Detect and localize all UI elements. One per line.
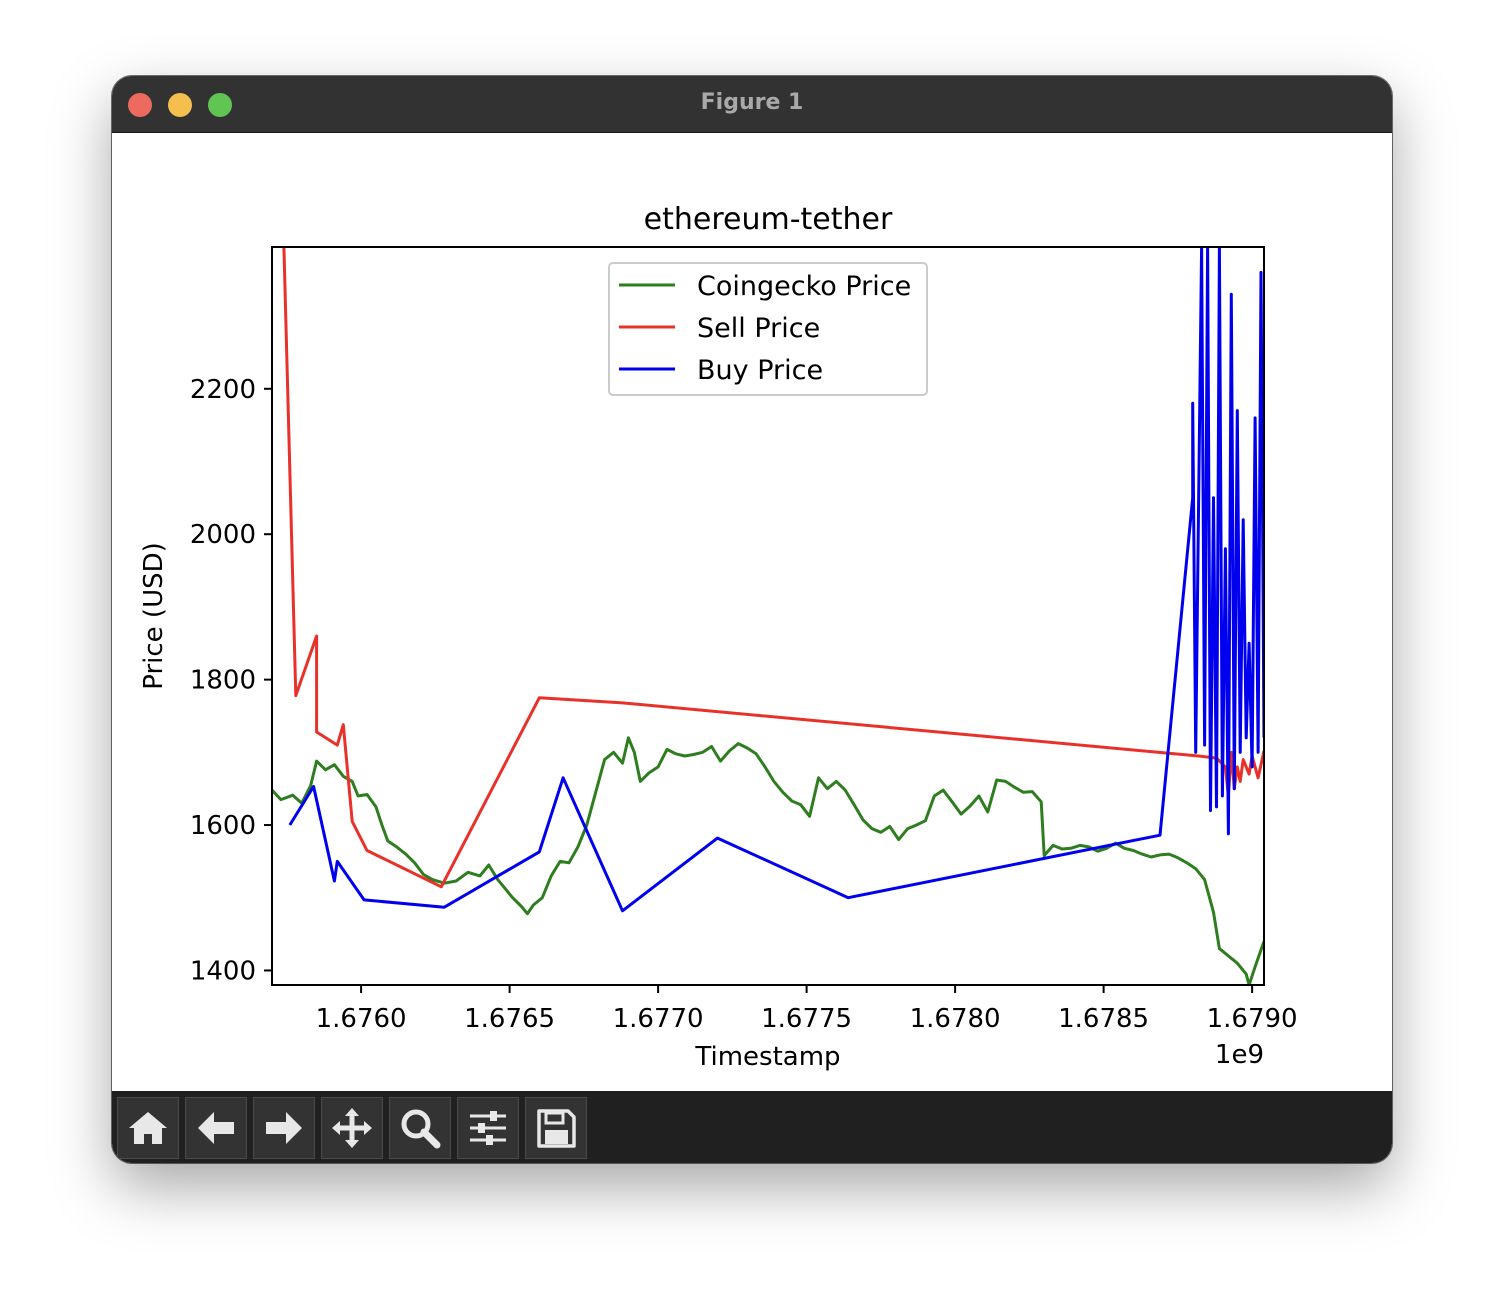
x-tick-label: 1.6785 bbox=[1058, 1004, 1149, 1034]
window-title: Figure 1 bbox=[700, 90, 804, 115]
save-button[interactable] bbox=[525, 1097, 587, 1159]
configure-subplots-button[interactable] bbox=[457, 1097, 519, 1159]
arrow-right-icon bbox=[266, 1112, 302, 1144]
x-axis-label: Timestamp bbox=[694, 1042, 840, 1072]
legend-label: Buy Price bbox=[697, 355, 823, 386]
y-tick-label: 1800 bbox=[190, 666, 256, 696]
back-button[interactable] bbox=[185, 1097, 247, 1159]
y-tick-label: 1400 bbox=[190, 956, 256, 986]
y-tick-label: 2000 bbox=[190, 520, 256, 550]
series-line-1 bbox=[272, 736, 1264, 985]
chart-title: ethereum-tether bbox=[644, 202, 893, 237]
forward-button[interactable] bbox=[253, 1097, 315, 1159]
home-icon bbox=[129, 1112, 167, 1144]
pan-button[interactable] bbox=[321, 1097, 383, 1159]
x-tick-label: 1.6790 bbox=[1207, 1004, 1298, 1034]
legend-label: Coingecko Price bbox=[697, 271, 911, 302]
navigation-toolbar bbox=[112, 1091, 1392, 1163]
arrow-left-icon bbox=[198, 1112, 234, 1144]
y-tick-label: 2200 bbox=[190, 375, 256, 405]
move-icon bbox=[332, 1108, 372, 1148]
figure-canvas[interactable]: ethereum-tether 1.6760 1.6765 1.6770 1.6775… bbox=[112, 133, 1392, 1091]
floppy-disk-icon bbox=[537, 1109, 576, 1148]
close-button[interactable] bbox=[128, 93, 152, 117]
y-axis-label: Price (USD) bbox=[139, 542, 169, 690]
sliders-icon bbox=[470, 1111, 506, 1145]
plot-frame bbox=[271, 246, 1265, 986]
figure-window: Figure 1 ethereum-tether 1.6760 1.6765 1.6… bbox=[112, 76, 1392, 1163]
title-bar[interactable]: Figure 1 bbox=[112, 76, 1392, 133]
legend-box bbox=[608, 262, 928, 396]
x-tick-label: 1.6780 bbox=[910, 1004, 1001, 1034]
line-chart: ethereum-tether 1.6760 1.6765 1.6770 1.6775… bbox=[139, 202, 1298, 1072]
series-line-2 bbox=[282, 247, 1264, 889]
magnifier-icon bbox=[401, 1109, 441, 1149]
legend: Coingecko Price Sell Price Buy Price bbox=[608, 262, 928, 396]
x-tick-label: 1.6775 bbox=[761, 1004, 852, 1034]
legend-label: Sell Price bbox=[697, 313, 820, 344]
y-tick-label: 1600 bbox=[190, 811, 256, 841]
x-tick-label: 1.6770 bbox=[613, 1004, 704, 1034]
series-line-3 bbox=[288, 247, 1264, 913]
home-button[interactable] bbox=[117, 1097, 179, 1159]
zoom-window-button[interactable] bbox=[208, 93, 232, 117]
x-offset-label: 1e9 bbox=[1215, 1040, 1264, 1070]
zoom-button[interactable] bbox=[389, 1097, 451, 1159]
x-tick-label: 1.6760 bbox=[316, 1004, 407, 1034]
minimize-button[interactable] bbox=[168, 93, 192, 117]
x-tick-label: 1.6765 bbox=[464, 1004, 555, 1034]
